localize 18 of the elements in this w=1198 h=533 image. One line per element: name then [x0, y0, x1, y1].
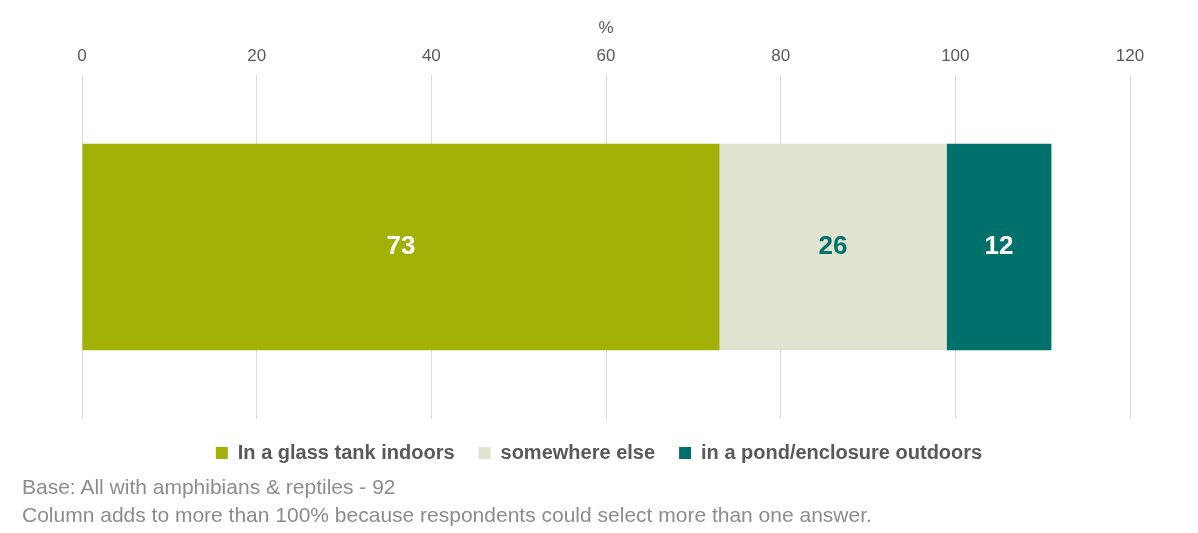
- text: Base: All with amphibians & reptiles - 92: [22, 474, 397, 500]
- x-tick-label: 60: [596, 46, 616, 66]
- legend-label: somewhere else: [500, 440, 656, 463]
- x-axis-title: %: [598, 17, 614, 37]
- x-tick-label: 80: [771, 46, 791, 66]
- x-tick-label: 20: [247, 46, 267, 66]
- legend-label: in a pond/enclosure outdoors: [701, 440, 983, 463]
- data-label: 12: [984, 230, 1014, 261]
- x-tick-label: 100: [941, 46, 970, 66]
- x-tick-label: 40: [421, 46, 441, 66]
- x-tick-label: 0: [77, 46, 87, 66]
- x-tick-label: 120: [1115, 46, 1145, 66]
- data-label: 73: [386, 230, 416, 261]
- data-label: 26: [818, 230, 848, 261]
- text: Column adds to more than 100% because respondents could select more than one answer.: [22, 502, 873, 528]
- bar: [82, 143, 720, 351]
- legend-label: In a glass tank indoors: [237, 440, 455, 463]
- bar: [946, 143, 1052, 351]
